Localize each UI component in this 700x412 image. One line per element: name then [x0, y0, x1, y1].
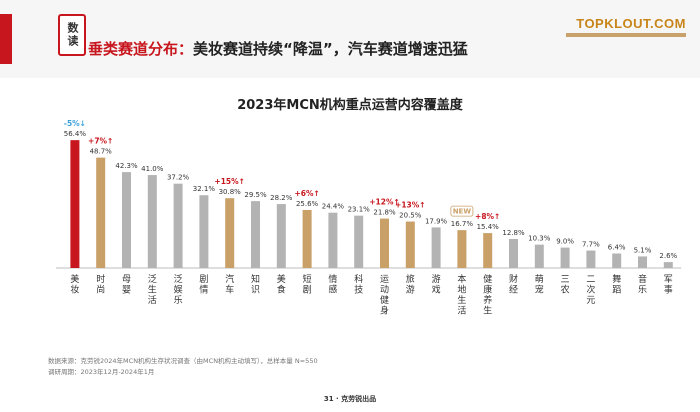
change-label-5: +13%↑ [395, 201, 426, 210]
chart-footnote: 数据来源：克劳锐2024年MCN机构生存状况调查（由MCN机构主动填写），总样本… [48, 356, 318, 378]
category-label-21: 舞蹈 [612, 274, 621, 296]
bar-22 [638, 256, 647, 268]
bar-9 [302, 209, 312, 268]
change-label-0: -5%↓ [64, 119, 86, 128]
value-label-11: 23.1% [348, 206, 371, 214]
page-headline: 垂类赛道分布：美妆赛道持续“降温”，汽车赛道增速迅猛 [88, 38, 468, 59]
value-label-5: 32.1% [193, 185, 216, 193]
category-label-23: 军事 [664, 274, 673, 296]
value-label-8: 28.2% [270, 194, 293, 202]
page-number: 31 · 克劳锐出品 [323, 395, 377, 403]
section-badge: 数读 [58, 14, 86, 56]
value-label-21: 6.4% [608, 243, 626, 251]
value-label-14: 17.9% [425, 217, 448, 225]
category-label-12: 运动健身 [380, 274, 389, 317]
bar-17 [509, 238, 518, 268]
bar-8 [276, 204, 286, 268]
category-label-13: 旅游 [406, 273, 415, 296]
survey-period: 调研周期：2023年12月-2024年1月 [48, 368, 155, 376]
category-label-0: 美妆 [70, 273, 79, 296]
value-label-2: 42.3% [115, 162, 138, 170]
change-label-1: +7%↑ [88, 137, 113, 146]
bar-15 [457, 230, 467, 268]
brand-logo: TOPKLOUT.COM [566, 16, 686, 37]
category-label-6: 汽车 [225, 273, 234, 296]
bar-16 [483, 233, 493, 268]
value-label-22: 5.1% [634, 246, 652, 254]
category-label-16: 健康养生 [483, 273, 492, 317]
change-label-6: +8%↑ [475, 212, 500, 221]
category-label-20: 二次元 [586, 275, 595, 306]
accent-stripe [0, 14, 12, 64]
change-label-3: +6%↑ [294, 189, 319, 198]
category-label-4: 泛娱乐 [174, 274, 183, 306]
category-label-1: 时尚 [96, 273, 105, 296]
bar-6 [225, 198, 235, 268]
bar-13 [405, 221, 415, 268]
value-label-3: 41.0% [141, 165, 164, 173]
category-label-15: 本地生活 [457, 273, 466, 317]
bar-10 [328, 212, 338, 268]
bar-7 [251, 201, 260, 268]
value-label-19: 9.0% [556, 238, 574, 246]
brand-logo-text: TOPKLOUT.COM [576, 16, 686, 31]
bar-18 [534, 244, 544, 268]
category-label-18: 萌宠 [535, 273, 544, 296]
value-label-10: 24.4% [322, 203, 345, 211]
new-tag-box [450, 205, 474, 217]
category-label-9: 短剧 [303, 273, 312, 296]
value-label-4: 37.2% [167, 174, 190, 182]
bar-23 [663, 262, 673, 268]
bar-3 [147, 175, 157, 268]
category-label-2: 母婴 [122, 274, 131, 296]
value-label-6: 30.8% [219, 188, 242, 196]
category-label-10: 情感 [328, 273, 337, 296]
category-label-22: 音乐 [638, 273, 647, 296]
value-label-17: 12.8% [502, 229, 525, 237]
value-label-20: 7.7% [582, 241, 600, 249]
chart-title: 2023年MCN机构重点运营内容覆盖度 [237, 98, 463, 113]
value-label-0: 56.4% [64, 130, 87, 138]
value-label-13: 20.5% [399, 212, 422, 220]
value-label-7: 29.5% [244, 191, 267, 199]
header-band [0, 0, 700, 78]
value-label-15: 16.7% [451, 220, 474, 228]
new-tag: NEW [453, 208, 472, 216]
category-label-3: 泛生活 [148, 274, 157, 306]
category-label-7: 知识 [251, 273, 260, 296]
change-label-4: +12%↑ [369, 198, 400, 207]
value-label-23: 2.6% [659, 252, 677, 260]
category-label-19: 三农 [561, 275, 570, 296]
value-label-1: 48.7% [90, 148, 113, 156]
bar-14 [431, 227, 441, 268]
bar-21 [612, 253, 622, 268]
bar-12 [380, 218, 389, 268]
value-label-9: 25.6% [296, 200, 319, 208]
category-label-8: 美食 [277, 273, 286, 296]
value-label-18: 10.3% [528, 235, 551, 243]
bar-2 [122, 172, 131, 268]
data-source: 数据来源：克劳锐2024年MCN机构生存状况调查（由MCN机构主动填写），总样本… [48, 357, 318, 365]
category-label-14: 游戏 [432, 273, 441, 296]
value-label-12: 21.8% [373, 209, 396, 217]
headline-accent: 垂类赛道分布： [88, 40, 194, 58]
category-label-11: 科技 [354, 273, 363, 296]
bar-1 [96, 157, 106, 268]
bar-5 [199, 195, 209, 268]
bar-0 [70, 140, 80, 268]
category-label-17: 财经 [509, 273, 518, 296]
value-label-16: 15.4% [477, 223, 500, 231]
bar-11 [354, 215, 364, 268]
headline-text: 美妆赛道持续“降温”，汽车赛道增速迅猛 [193, 40, 468, 58]
bar-4 [173, 183, 183, 268]
category-label-5: 剧情 [199, 274, 208, 296]
bar-20 [586, 250, 596, 268]
bar-19 [560, 247, 570, 268]
change-label-2: +15%↑ [214, 177, 245, 186]
brand-logo-bar [566, 33, 686, 37]
